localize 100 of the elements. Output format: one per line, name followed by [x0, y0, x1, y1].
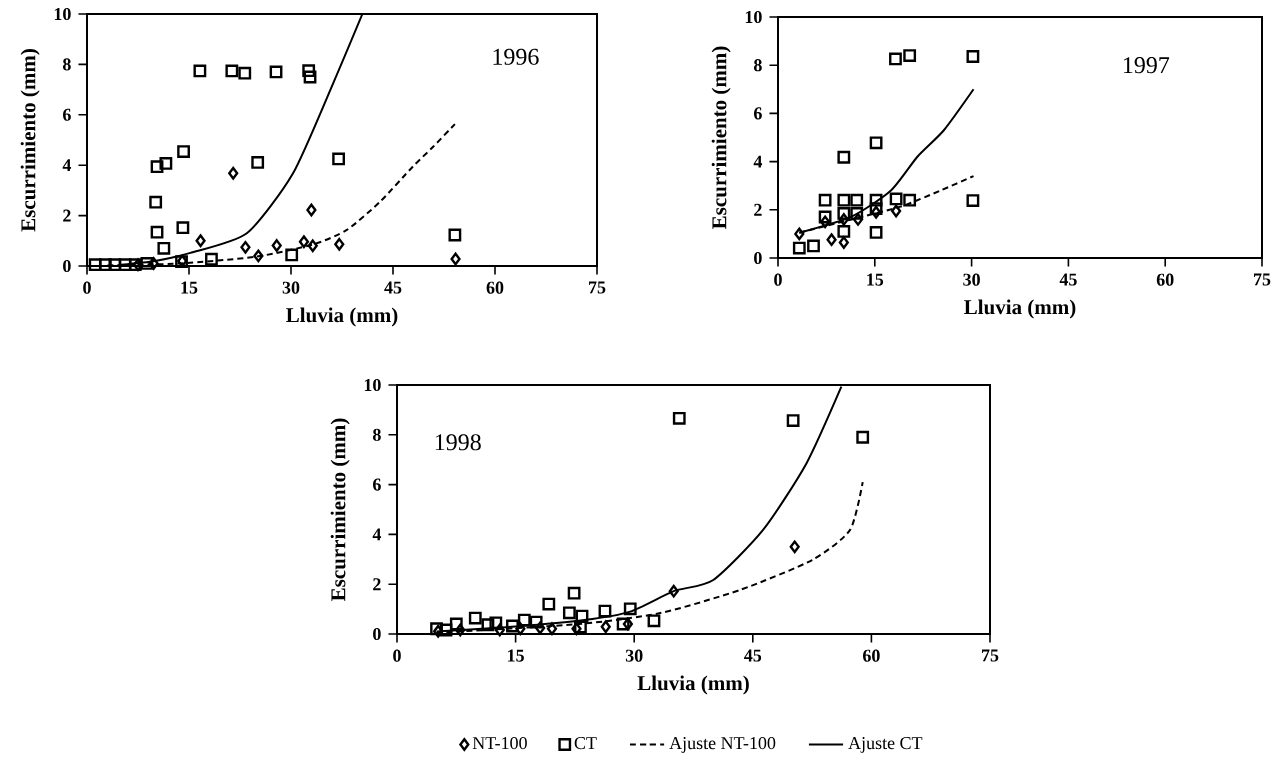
- point: [307, 239, 318, 253]
- point: [966, 50, 980, 63]
- x-tick-label: 0: [774, 273, 782, 286]
- y-tick-label: 6: [63, 108, 71, 121]
- point: [159, 157, 173, 170]
- point: [598, 604, 612, 618]
- x-tick-label: 30: [625, 649, 643, 662]
- point: [850, 193, 864, 207]
- y-tick-label: 2: [754, 203, 762, 216]
- y-tick-label: 2: [63, 209, 71, 222]
- point: [622, 617, 633, 631]
- point: [205, 252, 218, 266]
- point: [149, 195, 163, 209]
- point: [567, 586, 581, 600]
- point: [302, 64, 316, 78]
- x-tick-label: 0: [83, 281, 91, 294]
- point: [494, 623, 505, 637]
- point: [672, 411, 686, 425]
- point: [869, 193, 883, 207]
- point: [481, 618, 495, 632]
- point: [225, 64, 239, 78]
- point: [562, 606, 576, 620]
- point: [529, 615, 543, 629]
- y-tick-label: 6: [373, 478, 381, 491]
- point: [449, 617, 463, 631]
- legend-label: Ajuste CT: [848, 737, 923, 753]
- point: [88, 258, 102, 272]
- point: [826, 233, 837, 247]
- y-tick-label: 4: [372, 528, 382, 541]
- point: [856, 430, 870, 444]
- point: [789, 540, 800, 554]
- y-tick-label: 0: [373, 627, 381, 641]
- point: [889, 192, 903, 206]
- point: [837, 207, 851, 220]
- point: [298, 235, 310, 249]
- x-tick-label: 45: [1059, 273, 1077, 286]
- y-tick-label: 10: [54, 7, 71, 21]
- point: [157, 241, 171, 255]
- point: [251, 156, 265, 169]
- point: [303, 70, 317, 84]
- point: [506, 619, 519, 633]
- legend-label: CT: [574, 737, 597, 750]
- point: [869, 202, 883, 215]
- x-axis-title: Lluvia (mm): [637, 675, 749, 695]
- x-tick-label: 15: [181, 281, 198, 294]
- point: [535, 621, 546, 635]
- point: [285, 248, 299, 262]
- y-tick-label: 8: [373, 428, 381, 441]
- x-tick-label: 75: [589, 281, 606, 294]
- x-tick-label: 60: [863, 649, 880, 662]
- point: [238, 66, 252, 80]
- x-tick-label: 45: [744, 649, 762, 662]
- point: [903, 193, 917, 207]
- legend-label: NT-100: [472, 736, 527, 750]
- text: 1998: [435, 434, 481, 451]
- x-tick-label: 15: [508, 649, 524, 662]
- y-tick-label: 0: [754, 251, 762, 265]
- point: [269, 65, 283, 79]
- x-tick-label: 45: [384, 281, 402, 294]
- point: [600, 620, 611, 634]
- point: [647, 614, 661, 628]
- point: [818, 193, 832, 207]
- point: [818, 210, 832, 224]
- point: [140, 257, 154, 270]
- point: [253, 249, 264, 263]
- point: [838, 236, 849, 249]
- point: [150, 225, 164, 239]
- point: [228, 166, 239, 180]
- point: [869, 226, 883, 239]
- point: [903, 49, 917, 62]
- y-axis-title: Escurrimiento (mm): [20, 49, 40, 232]
- x-tick-label: 30: [282, 281, 300, 294]
- point: [332, 152, 345, 166]
- y-tick-label: 6: [754, 107, 762, 120]
- x-tick-label: 60: [1156, 273, 1174, 286]
- legend-label: Ajuste NT-100: [669, 736, 776, 753]
- y-axis-title: Escurrimiento (mm): [711, 46, 731, 229]
- y-tick-label: 10: [745, 10, 762, 24]
- point: [489, 616, 503, 630]
- point: [837, 193, 851, 207]
- x-tick-label: 75: [1254, 273, 1271, 286]
- point: [792, 241, 806, 255]
- point: [850, 207, 864, 220]
- point: [786, 414, 800, 427]
- point: [195, 234, 206, 248]
- point: [271, 239, 282, 252]
- y-tick-label: 4: [62, 159, 72, 172]
- x-axis-title: Lluvia (mm): [286, 307, 398, 327]
- x-tick-label: 0: [393, 649, 401, 662]
- point: [820, 215, 831, 229]
- point: [542, 597, 556, 611]
- x-tick-label: 75: [982, 649, 999, 662]
- point: [334, 237, 345, 251]
- point: [616, 617, 630, 631]
- point: [306, 203, 317, 217]
- y-tick-label: 2: [373, 578, 381, 591]
- y-tick-label: 0: [63, 259, 71, 273]
- x-tick-label: 15: [867, 273, 884, 286]
- point: [468, 611, 482, 625]
- point: [891, 204, 902, 218]
